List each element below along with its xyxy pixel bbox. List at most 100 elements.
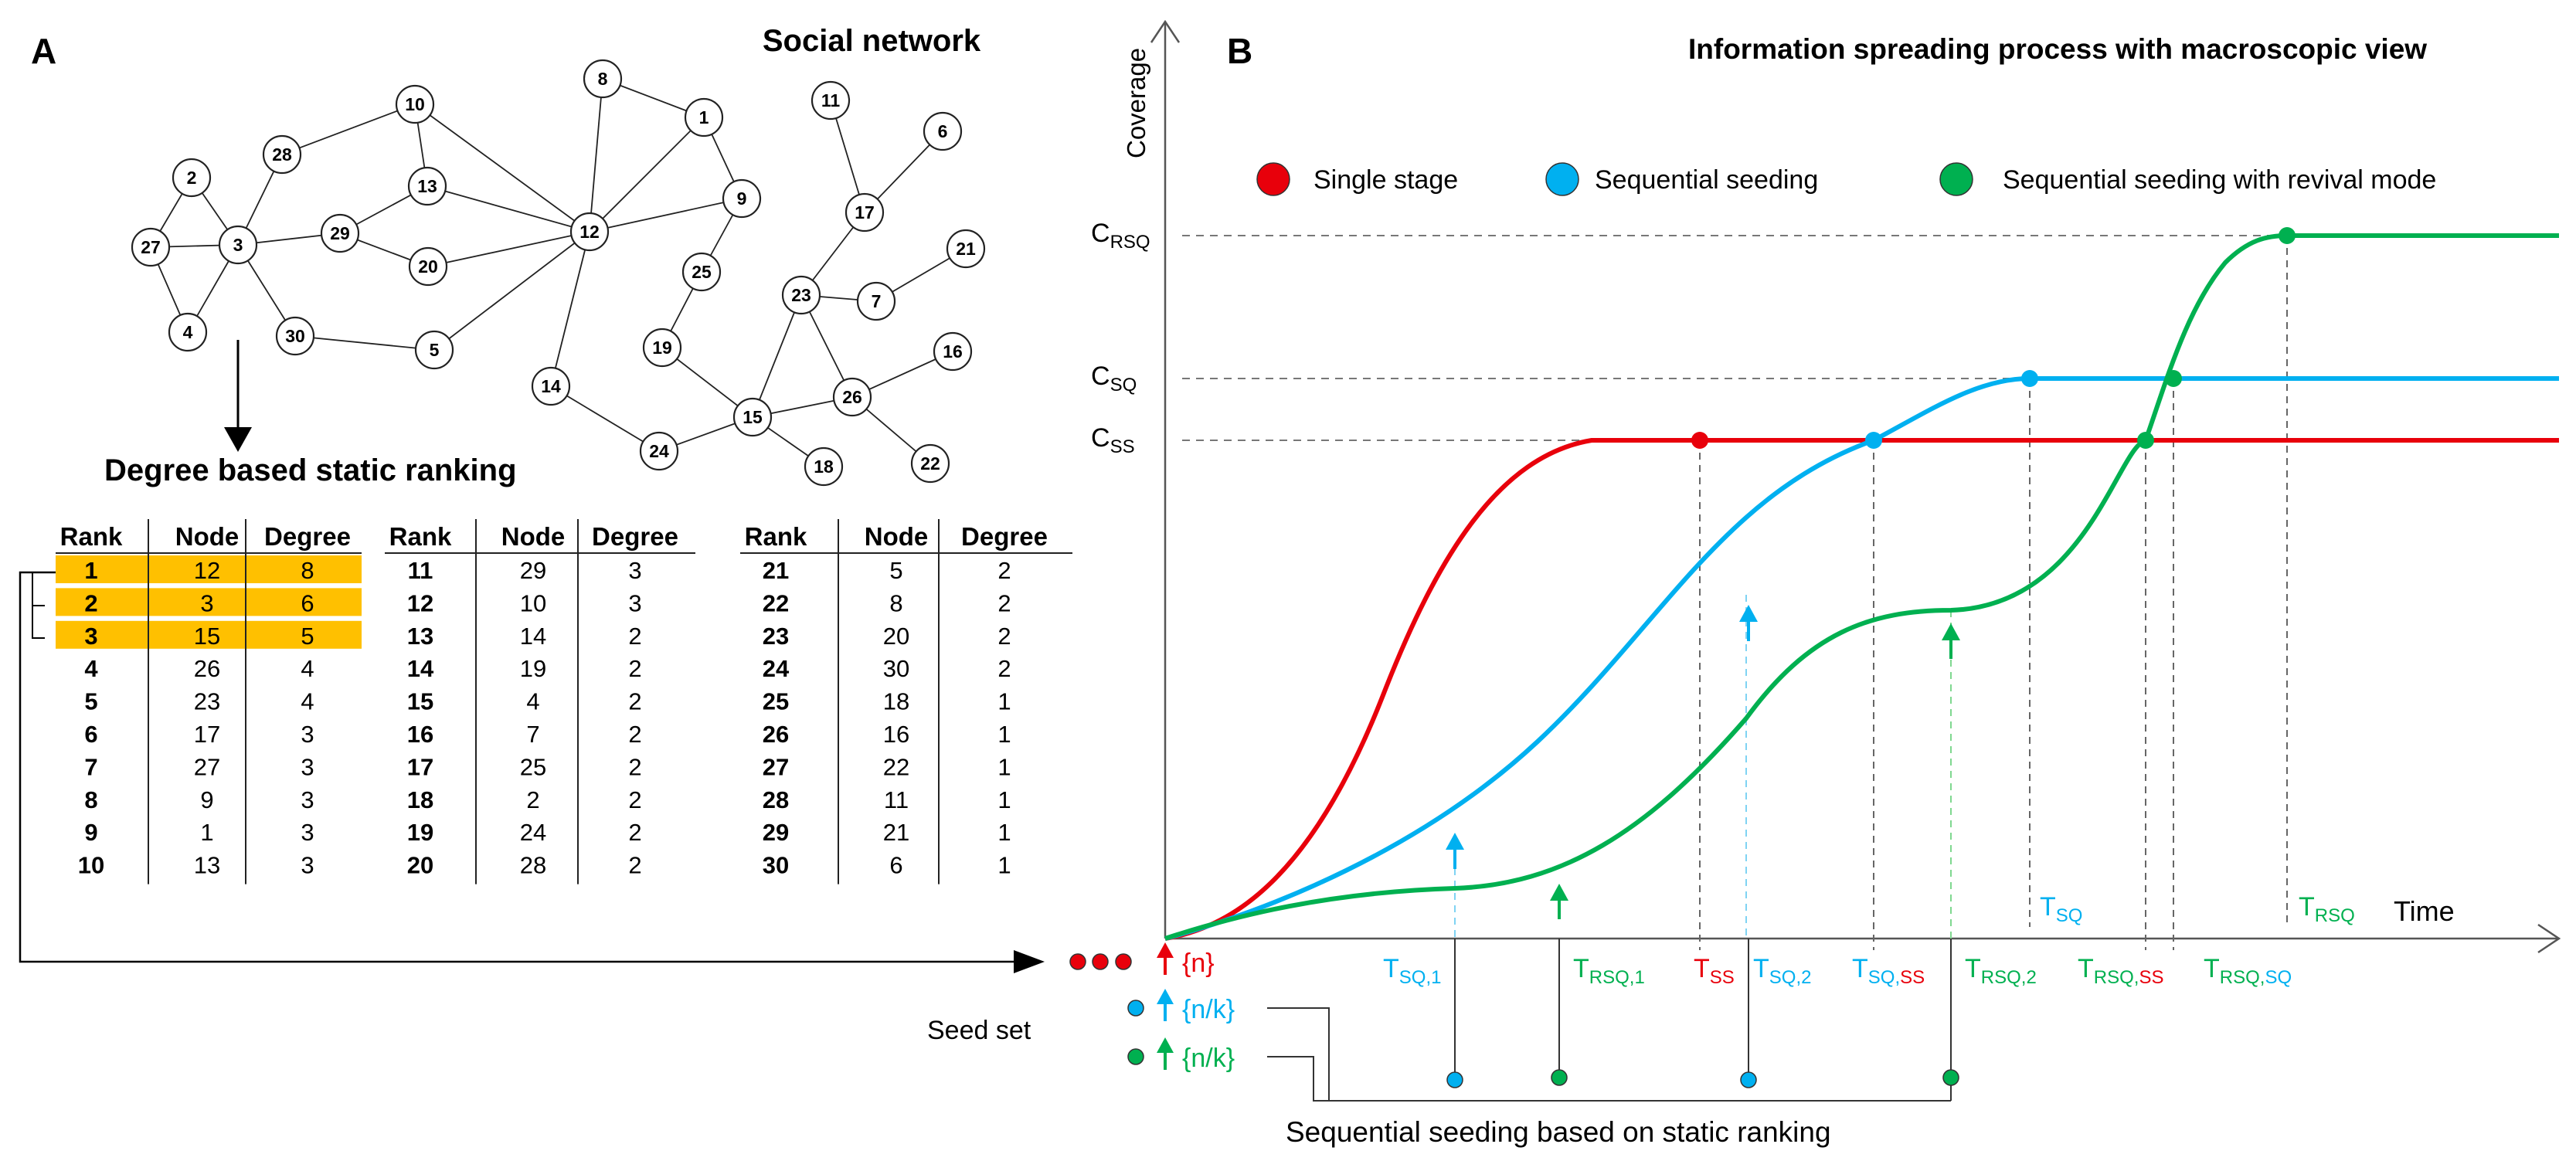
table-cell-rank: 28 bbox=[763, 786, 789, 813]
table-header: Degree bbox=[592, 522, 678, 551]
table-cell-rank: 25 bbox=[763, 688, 789, 715]
network-node-18 bbox=[804, 446, 844, 487]
network-node-12 bbox=[569, 212, 610, 252]
table-cell-rank: 23 bbox=[763, 623, 789, 650]
table-cell-node: 18 bbox=[883, 688, 909, 715]
table-cell-degree: 2 bbox=[997, 557, 1011, 584]
legend-marker-single-stage bbox=[1256, 162, 1290, 196]
table-header: Node bbox=[175, 522, 240, 551]
coverage-label-rsq: CRSQ bbox=[1091, 219, 1150, 253]
network-edge bbox=[294, 335, 435, 351]
label-t-sq-1: TSQ,1 bbox=[1383, 954, 1441, 988]
network-edge bbox=[830, 100, 865, 213]
network-node-label: 30 bbox=[285, 326, 305, 346]
network-node-label: 5 bbox=[430, 340, 440, 360]
table-cell-rank: 12 bbox=[407, 589, 433, 616]
table-cell-node: 9 bbox=[200, 786, 213, 813]
seed-dot-blue bbox=[1740, 1071, 1757, 1088]
network-node-label: 9 bbox=[737, 188, 747, 209]
seed-arrow-icon bbox=[1014, 950, 1045, 973]
network-node-23 bbox=[781, 275, 821, 315]
table-cell-rank: 20 bbox=[407, 852, 433, 879]
network-edge bbox=[281, 104, 416, 155]
network-node-6 bbox=[923, 111, 963, 151]
seed-set: {n} {n/k} {n/k} Seed set bbox=[927, 942, 1235, 1073]
table-cell-rank: 5 bbox=[84, 688, 97, 715]
coverage-label-ss: CSS bbox=[1091, 423, 1135, 457]
table-cell-rank: 17 bbox=[407, 753, 433, 780]
time-guides bbox=[1699, 236, 2288, 950]
seed-dot-red bbox=[1115, 953, 1132, 970]
network-node-label: 27 bbox=[141, 237, 161, 257]
table-cell-degree: 2 bbox=[997, 655, 1011, 682]
table-cell-node: 12 bbox=[194, 557, 220, 584]
network-node-3 bbox=[218, 225, 258, 265]
table-cell-degree: 2 bbox=[628, 655, 641, 682]
bracket-green bbox=[1267, 1056, 1951, 1102]
label-t-sq: TSQ bbox=[2040, 892, 2082, 926]
network-edge bbox=[589, 198, 743, 233]
point-t-sq bbox=[2021, 370, 2038, 387]
seed-label-sequential: {n/k} bbox=[1182, 995, 1235, 1024]
table-cell-rank: 30 bbox=[763, 852, 789, 879]
table-cell-rank: 6 bbox=[84, 721, 97, 748]
ranking-title: Degree based static ranking bbox=[104, 453, 517, 487]
table-cell-node: 28 bbox=[520, 852, 546, 879]
table-cell-node: 4 bbox=[526, 688, 539, 715]
network-node-2 bbox=[172, 158, 212, 198]
table-cell-degree: 1 bbox=[997, 852, 1011, 879]
curve-sequential-seeding bbox=[1164, 376, 2559, 941]
network-node-label: 23 bbox=[791, 285, 811, 305]
network-node-label: 18 bbox=[814, 457, 834, 477]
table-header: Degree bbox=[961, 522, 1048, 551]
table-cell-degree: 1 bbox=[997, 786, 1011, 813]
table-cell-node: 29 bbox=[520, 557, 546, 584]
curve-revival-mode bbox=[1164, 233, 2559, 941]
network-node-21 bbox=[946, 229, 986, 269]
highlight-row-bar bbox=[56, 555, 362, 583]
legend-marker-sequential-seeding bbox=[1545, 162, 1579, 196]
network-edge bbox=[433, 231, 590, 351]
table-cell-node: 10 bbox=[520, 589, 546, 616]
network-node-27 bbox=[131, 227, 171, 267]
table-cell-node: 3 bbox=[200, 589, 213, 616]
table-cell-degree: 3 bbox=[628, 589, 641, 616]
point-t-sq-ss bbox=[1865, 432, 1882, 449]
up-arrow-icon bbox=[1739, 605, 1758, 622]
network-node-label: 8 bbox=[598, 69, 608, 89]
network-node-label: 14 bbox=[541, 376, 561, 396]
network-node-label: 21 bbox=[956, 239, 976, 259]
network-node-24 bbox=[639, 431, 679, 471]
seed-label-single: {n} bbox=[1182, 949, 1215, 978]
table-header: Rank bbox=[60, 522, 123, 551]
network-node-label: 4 bbox=[183, 322, 193, 342]
network-node-13 bbox=[407, 166, 447, 206]
panel-b-title: Information spreading process with macro… bbox=[1688, 33, 2427, 65]
table-cell-rank: 7 bbox=[84, 753, 97, 780]
network-node-28 bbox=[262, 134, 302, 175]
table-cell-degree: 4 bbox=[301, 688, 314, 715]
up-arrow-icon bbox=[1157, 942, 1174, 958]
network-node-label: 28 bbox=[272, 144, 292, 165]
table-cell-node: 16 bbox=[883, 721, 909, 748]
x-axis-label: Time bbox=[2394, 895, 2455, 927]
network-node-1 bbox=[684, 97, 724, 137]
table-cell-degree: 2 bbox=[997, 623, 1011, 650]
table-cell-rank: 16 bbox=[407, 721, 433, 748]
network-node-14 bbox=[531, 366, 571, 406]
network-node-label: 15 bbox=[743, 407, 763, 427]
table-cell-rank: 15 bbox=[407, 688, 433, 715]
table-cell-degree: 2 bbox=[628, 623, 641, 650]
network-node-label: 11 bbox=[821, 90, 841, 110]
network-node-4 bbox=[168, 312, 208, 352]
up-arrow-icon bbox=[1942, 623, 1960, 640]
legend: Single stage Sequential seeding Sequenti… bbox=[1256, 162, 2436, 196]
table-cell-degree: 3 bbox=[301, 721, 314, 748]
table-cell-rank: 8 bbox=[84, 786, 97, 813]
table-cell-degree: 4 bbox=[301, 655, 314, 682]
table-header: Node bbox=[865, 522, 929, 551]
network-edge bbox=[550, 231, 590, 387]
network-node-11 bbox=[811, 80, 851, 121]
table-header: Node bbox=[501, 522, 566, 551]
